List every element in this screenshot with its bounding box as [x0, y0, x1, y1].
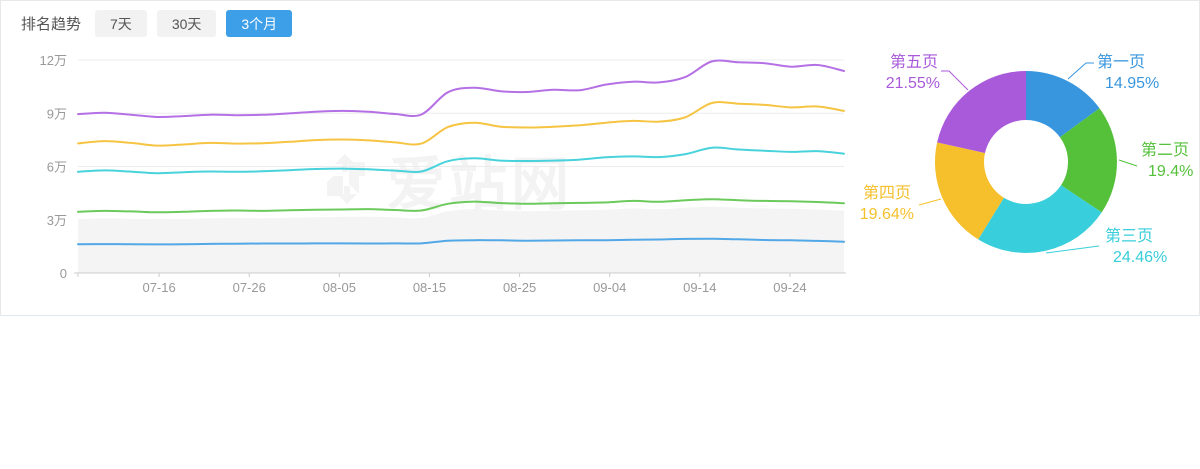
leader-page4 [918, 198, 942, 206]
svg-text:09-14: 09-14 [683, 280, 716, 295]
svg-text:9万: 9万 [47, 106, 67, 121]
svg-text:0: 0 [60, 266, 67, 281]
donut-label-page4: 第四页 [863, 184, 911, 202]
svg-text:08-15: 08-15 [413, 280, 446, 295]
donut-slices [934, 70, 1117, 253]
donut-pct-page4: 19.64% [860, 206, 914, 223]
svg-text:6万: 6万 [47, 160, 67, 175]
svg-text:07-26: 07-26 [233, 280, 266, 295]
donut-pct-page2: 19.4% [1148, 163, 1193, 180]
donut-pct-page3: 24.46% [1113, 249, 1167, 266]
svg-text:12万: 12万 [40, 53, 67, 68]
trend-title: 排名趋势 [21, 16, 82, 33]
svg-text:09-04: 09-04 [593, 280, 626, 295]
leader-page5 [941, 70, 969, 91]
donut-label-page5: 第五页 [890, 53, 938, 71]
tab-30-days[interactable]: 30天 [156, 10, 217, 37]
tab-3-months[interactable]: 3个月 [226, 10, 293, 37]
leader-page3 [1045, 245, 1100, 254]
tab-7-days[interactable]: 7天 [95, 10, 147, 37]
svg-text:3万: 3万 [47, 213, 67, 228]
donut-labels: 第一页 14.95% 第二页 19.4% 第三页 24.46% 第四页 19.6… [860, 53, 1194, 266]
svg-text:08-05: 08-05 [323, 280, 356, 295]
donut-label-page1: 第一页 [1097, 53, 1145, 71]
rank-trend-panel: 排名趋势 7天 30天 3个月 爱站网 12万 9万 6万 3万 0 07-16 07-26… [0, 0, 1200, 316]
donut-leader-lines [918, 62, 1138, 254]
svg-text:09-24: 09-24 [773, 280, 806, 295]
rank-trend-line-chart: 12万 9万 6万 3万 0 07-16 07-26 08-05 08-15 08-25 09-04… [40, 53, 846, 295]
donut-label-page2: 第二页 [1141, 141, 1189, 159]
leader-page1 [1067, 62, 1094, 80]
donut-label-page3: 第三页 [1105, 227, 1153, 245]
chart-region: 爱站网 12万 9万 6万 3万 0 07-16 07-26 08-05 08-15 08-25 0… [1, 37, 1199, 315]
trend-tabs: 排名趋势 7天 30天 3个月 [21, 10, 302, 37]
leader-page2 [1118, 159, 1138, 167]
page-share-donut-chart: 第一页 14.95% 第二页 19.4% 第三页 24.46% 第四页 19.6… [860, 53, 1194, 266]
donut-pct-page1: 14.95% [1105, 75, 1159, 92]
svg-text:08-25: 08-25 [503, 280, 536, 295]
svg-text:07-16: 07-16 [142, 280, 175, 295]
donut-pct-page5: 21.55% [886, 75, 940, 92]
